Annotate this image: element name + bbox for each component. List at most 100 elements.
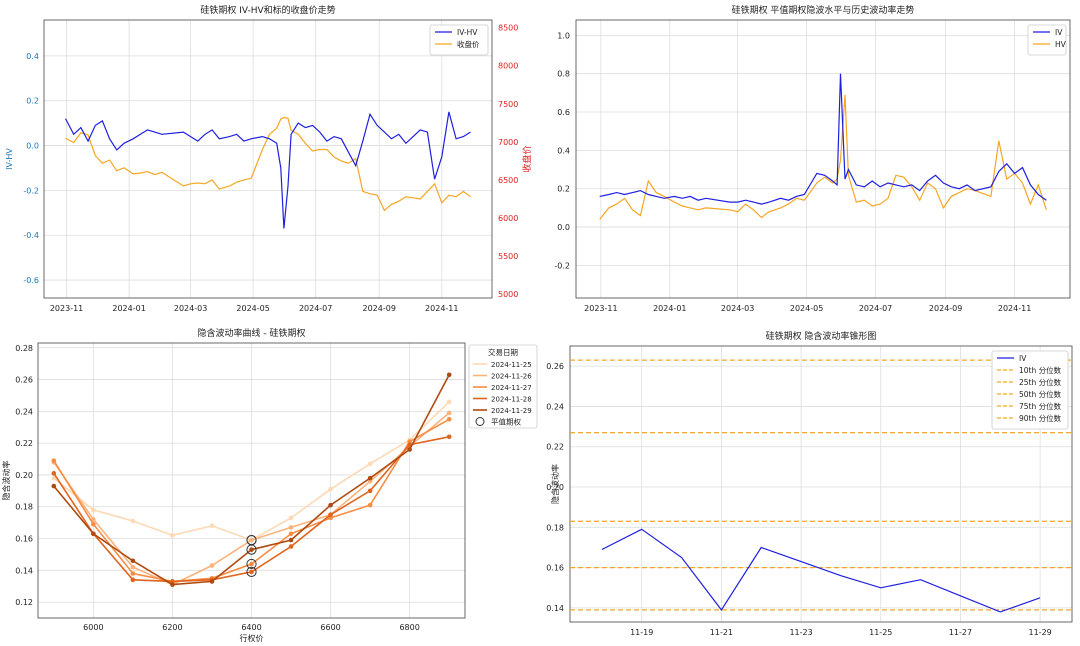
- x-tick-label: 6200: [162, 623, 182, 632]
- legend-box: [468, 344, 538, 429]
- data-point: [91, 531, 96, 537]
- y-tick-label: 0.26: [15, 376, 33, 385]
- y-tick-label: -0.2: [23, 186, 39, 195]
- y2-tick-label: 7000: [498, 138, 518, 147]
- x-tick-label: 6600: [320, 623, 340, 632]
- x-tick-label: 2024-09: [363, 304, 396, 313]
- atm-marker: [246, 544, 257, 555]
- x-tick-label: 2024-01: [112, 304, 145, 313]
- data-point: [209, 563, 215, 568]
- data-point: [407, 447, 412, 452]
- data-point: [170, 533, 175, 538]
- legend-entry: 2024-11-28: [491, 396, 532, 404]
- atm-iv-hv-chart: 硅铁期权 平值期权隐波水平与历史波动率走势 2023-11 2024-01 2024-…: [554, 4, 1071, 313]
- data-point: [130, 571, 136, 576]
- data-point: [170, 582, 175, 587]
- data-point: [288, 515, 294, 521]
- plot-frame: [37, 342, 466, 619]
- data-point: [446, 410, 452, 416]
- data-point: [249, 569, 254, 575]
- x-tick-label: 11-29: [1029, 628, 1052, 637]
- x-axis-label: 行权价: [240, 633, 264, 643]
- y-tick-label: 0.2: [557, 185, 570, 194]
- series-line-iv: [599, 73, 1047, 205]
- y-tick-label: 0.24: [546, 402, 564, 411]
- data-point: [130, 558, 136, 564]
- y2-tick-label: 8500: [498, 24, 518, 33]
- data-point: [446, 417, 452, 422]
- y-tick-label: 0.22: [15, 439, 33, 448]
- data-point: [209, 523, 215, 529]
- legend-entry: 2024-11-29: [491, 407, 532, 415]
- iv-cone-chart: 硅铁期权 隐含波动率锥形图 11-19 11-21 11-23 11-25 11-27 11…: [546, 330, 1073, 637]
- chart-title: 硅铁期权 IV-HV和标的收盘价走势: [200, 4, 335, 16]
- x-tick-label: 2024-05: [790, 304, 823, 313]
- legend-entry: 25th 分位数: [1019, 377, 1062, 387]
- legend-atm-swatch: [475, 417, 485, 426]
- x-tick-label: 2024-03: [721, 304, 754, 313]
- data-point: [91, 521, 96, 527]
- legend-entry: 平值期权: [491, 417, 521, 427]
- y-tick-label: 0.18: [15, 503, 33, 512]
- y2-tick-label: 8000: [498, 62, 518, 71]
- y-tick-label: 0.28: [15, 344, 33, 353]
- legend-entry: 2024-11-27: [491, 384, 532, 392]
- data-point: [367, 488, 373, 494]
- data-point: [367, 502, 373, 508]
- y2-tick-label: 6000: [498, 214, 518, 223]
- x-tick-label: 11-23: [789, 628, 812, 637]
- data-point: [446, 399, 452, 405]
- y-tick-label: 0.20: [15, 471, 33, 480]
- iv-hv-close-chart: 硅铁期权 IV-HV和标的收盘价走势 2023-11 2024-01 2024-03 2…: [5, 4, 533, 313]
- y-tick-label: 0.0: [26, 142, 39, 151]
- y-tick-label: 0.12: [15, 598, 33, 607]
- data-point: [130, 518, 136, 524]
- y2-tick-label: 5000: [498, 290, 518, 299]
- y-tick-label: 0.2: [26, 97, 39, 106]
- data-point: [51, 475, 57, 481]
- data-point: [288, 544, 294, 549]
- y-tick-label: 0.26: [546, 362, 564, 371]
- legend-entry: IV-HV: [457, 28, 478, 37]
- legend-entry: 75th 分位数: [1019, 401, 1062, 411]
- series-line-hv: [599, 94, 1047, 220]
- data-point: [170, 579, 175, 584]
- y2-tick-label: 7500: [498, 100, 518, 109]
- y2-tick-label: 5500: [498, 252, 518, 261]
- legend-entry: 50th 分位数: [1019, 389, 1062, 399]
- iv-smile-chart: 隐含波动率曲线 - 硅铁期权 6000 6200 6400 6600 6800 0.12 0.…: [1, 327, 538, 643]
- series-line-iv-hv: [64, 111, 471, 229]
- y-tick-label: 1.0: [557, 31, 570, 40]
- legend-entry: 10th 分位数: [1019, 365, 1062, 375]
- legend-entry: IV: [1019, 354, 1027, 363]
- chart-title: 硅铁期权 平值期权隐波水平与历史波动率走势: [732, 4, 915, 16]
- chart-title: 隐含波动率曲线 - 硅铁期权: [198, 327, 306, 339]
- chart-title: 硅铁期权 隐含波动率锥形图: [766, 330, 877, 342]
- y-tick-label: 0.8: [557, 70, 570, 79]
- y-tick-label: 0.14: [15, 566, 33, 575]
- y-tick-label: 0.4: [26, 52, 39, 61]
- y-tick-label: 0.14: [546, 604, 564, 613]
- x-tick-label: 6000: [83, 623, 103, 632]
- x-tick-label: 2024-07: [859, 304, 892, 313]
- y-tick-label: 0.16: [15, 535, 33, 544]
- x-tick-label: 2024-01: [653, 304, 686, 313]
- legend-entry: IV: [1055, 28, 1063, 37]
- y2-axis-label: 收盘价: [521, 145, 533, 172]
- y-tick-label: -0.2: [554, 261, 570, 270]
- data-point: [91, 517, 96, 522]
- data-point: [446, 372, 452, 378]
- y-tick-label: 0.16: [546, 564, 564, 573]
- x-tick-label: 2024-11: [425, 304, 458, 313]
- y-tick-label: -0.4: [23, 231, 39, 240]
- atm-marker: [246, 566, 257, 578]
- x-tick-label: 2023-11: [584, 304, 617, 313]
- y-axis-label: 隐含波动率: [1, 461, 11, 501]
- x-tick-label: 11-25: [869, 628, 892, 637]
- legend-title: 交易日期: [488, 347, 518, 357]
- data-point: [288, 525, 294, 530]
- data-point: [328, 515, 333, 521]
- plot-frame: [43, 19, 493, 299]
- data-point: [367, 478, 373, 484]
- x-tick-label: 2024-03: [174, 304, 207, 313]
